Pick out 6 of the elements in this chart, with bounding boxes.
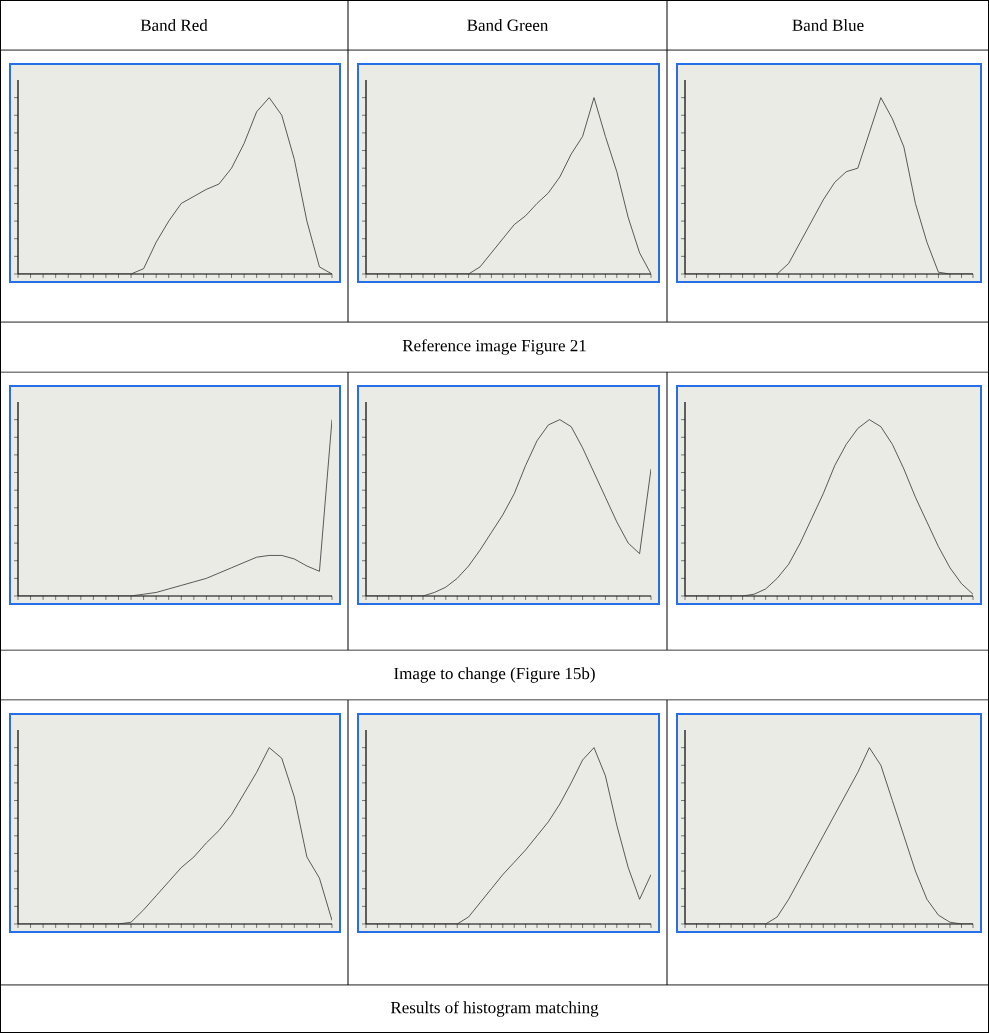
text: Results of histogram matching	[390, 1001, 599, 1017]
chart-title: Band Blue	[792, 19, 864, 31]
chart-title: Band Green	[467, 19, 549, 31]
text: Reference image Figure 21	[402, 339, 586, 355]
text: Image to change (Figure 15b)	[394, 667, 595, 683]
chart-title: Band Red	[140, 19, 208, 31]
